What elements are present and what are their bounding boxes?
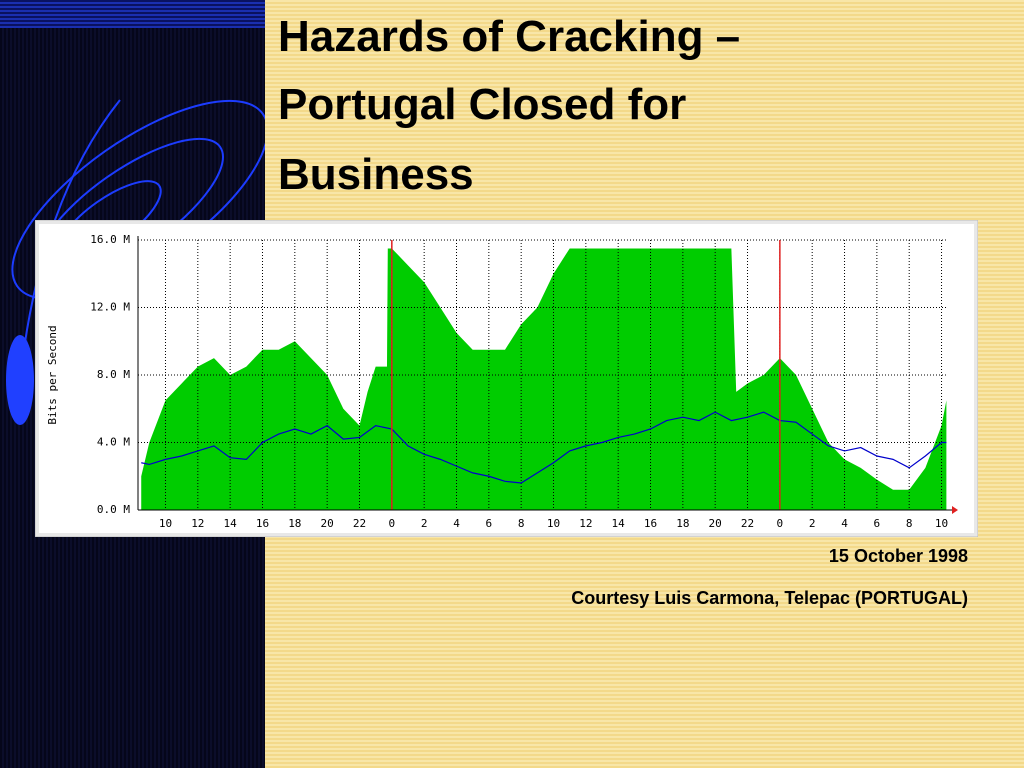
x-tick-label: 0 xyxy=(389,517,396,530)
y-axis-label: Bits per Second xyxy=(46,325,59,424)
title-line: Portugal Closed for xyxy=(278,80,687,129)
y-tick-label: 12.0 M xyxy=(90,301,130,314)
x-tick-label: 14 xyxy=(612,517,626,530)
x-tick-label: 22 xyxy=(741,517,754,530)
x-tick-label: 16 xyxy=(256,517,269,530)
y-tick-label: 0.0 M xyxy=(97,503,130,516)
x-tick-label: 4 xyxy=(453,517,460,530)
x-tick-label: 12 xyxy=(191,517,204,530)
x-tick-label: 8 xyxy=(906,517,913,530)
chart: Bits per Second 0.0 M 4.0 M 8.0 M 12.0 M 16.… xyxy=(35,220,978,537)
y-tick-label: 4.0 M xyxy=(97,436,130,449)
date: 15 October 1998 xyxy=(828,546,968,566)
y-tick-label: 8.0 M xyxy=(97,368,130,381)
x-tick-label: 0 xyxy=(777,517,784,530)
x-tick-label: 6 xyxy=(874,517,881,530)
y-tick-label: 16.0 M xyxy=(90,233,130,246)
x-tick-label: 18 xyxy=(676,517,689,530)
x-tick-label: 6 xyxy=(486,517,493,530)
axis-arrow xyxy=(952,506,958,514)
x-tick-label: 22 xyxy=(353,517,366,530)
x-tick-label: 14 xyxy=(224,517,238,530)
credit: Courtesy Luis Carmona, Telepac (PORTUGAL… xyxy=(571,588,968,608)
x-tick-label: 2 xyxy=(809,517,816,530)
x-tick-label: 18 xyxy=(288,517,301,530)
x-tick-label: 2 xyxy=(421,517,428,530)
x-tick-label: 20 xyxy=(709,517,722,530)
area-series xyxy=(141,248,947,510)
x-tick-label: 20 xyxy=(321,517,334,530)
x-tick-label: 12 xyxy=(579,517,592,530)
x-tick-label: 16 xyxy=(644,517,657,530)
title-line: Business xyxy=(278,150,474,199)
x-tick-label: 10 xyxy=(547,517,560,530)
top-stripe xyxy=(0,0,265,28)
line-series xyxy=(141,411,947,484)
x-tick-label: 10 xyxy=(935,517,948,530)
x-tick-label: 4 xyxy=(841,517,848,530)
x-tick-label: 10 xyxy=(159,517,172,530)
x-tick-label: 8 xyxy=(518,517,525,530)
title-line: Hazards of Cracking – xyxy=(278,12,741,61)
